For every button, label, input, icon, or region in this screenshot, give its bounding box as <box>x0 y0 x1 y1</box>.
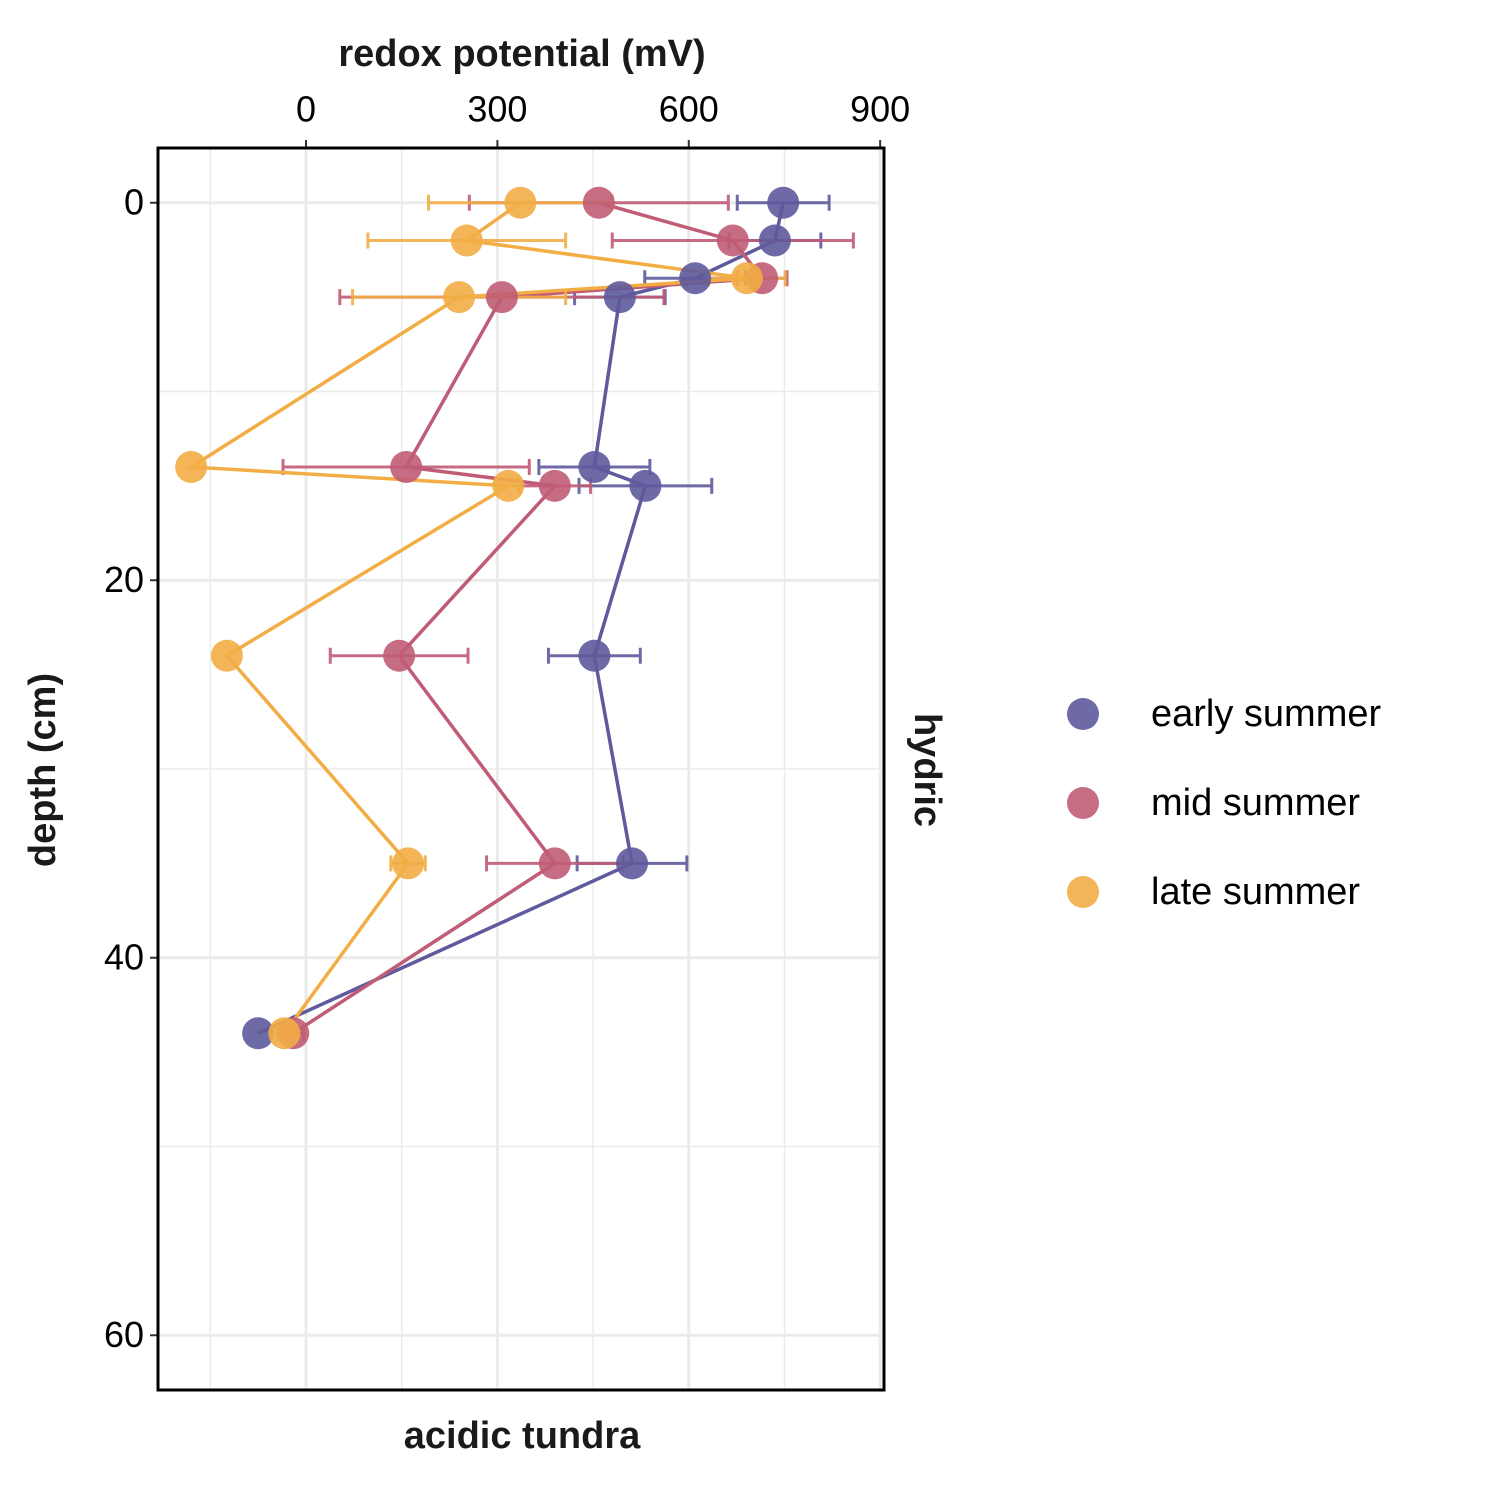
data-point <box>603 281 636 314</box>
y-tick-label: 0 <box>124 181 144 222</box>
legend-marker <box>1067 876 1099 908</box>
legend-marker <box>1067 698 1099 730</box>
x-axis-title: redox potential (mV) <box>338 33 705 75</box>
facet-label: hydric <box>906 713 948 827</box>
data-point <box>679 262 712 295</box>
legend-label: late summer <box>1151 871 1360 913</box>
series-line <box>257 202 785 1035</box>
data-point <box>538 469 571 502</box>
data-point <box>443 281 476 314</box>
y-tick-label: 20 <box>104 559 144 600</box>
data-point <box>268 1017 301 1050</box>
facet-label: acidic tundra <box>404 1415 641 1457</box>
data-point <box>578 639 611 672</box>
data-point <box>616 847 649 880</box>
data-point <box>758 224 791 257</box>
legend-label: mid summer <box>1151 782 1360 824</box>
data-point <box>390 450 423 483</box>
x-tick-label: 0 <box>296 89 316 130</box>
data-point <box>450 224 483 257</box>
y-axis-title: depth (cm) <box>22 673 64 867</box>
series-line <box>185 201 748 1035</box>
data-point <box>383 639 416 672</box>
series-line <box>292 201 766 1035</box>
data-point <box>582 186 615 219</box>
x-tick-label: 300 <box>467 89 527 130</box>
data-point <box>716 224 749 257</box>
x-tick-label: 900 <box>850 89 910 130</box>
data-point <box>504 186 537 219</box>
data-point <box>392 847 425 880</box>
data-point <box>210 639 243 672</box>
y-tick-label: 40 <box>104 936 144 977</box>
legend-label: early summer <box>1151 693 1381 735</box>
data-point <box>538 847 571 880</box>
data-point <box>242 1017 275 1050</box>
data-point <box>492 469 525 502</box>
data-point <box>629 469 662 502</box>
data-point <box>485 281 518 314</box>
data-point <box>578 450 611 483</box>
y-tick-label: 60 <box>104 1314 144 1355</box>
x-tick-label: 600 <box>659 89 719 130</box>
legend-marker <box>1067 787 1099 819</box>
data-point <box>175 450 208 483</box>
data-point <box>730 262 763 295</box>
panel-border <box>156 146 886 1392</box>
data-point <box>767 186 800 219</box>
